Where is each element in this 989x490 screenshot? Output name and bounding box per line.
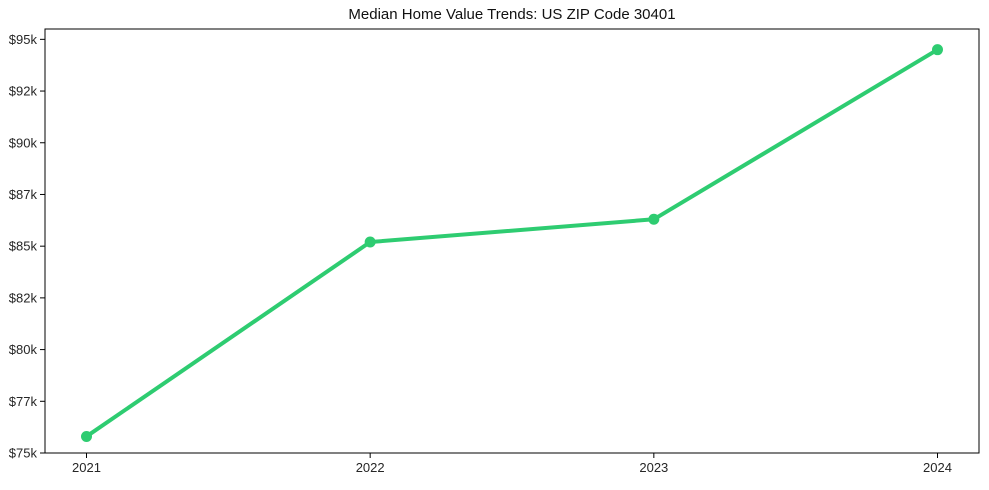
data-point-2023: [648, 213, 660, 225]
x-tick-label: 2024: [923, 460, 952, 475]
x-tick-label: 2022: [356, 460, 385, 475]
y-tick-label: $92k: [9, 84, 38, 99]
y-tick-label: $95k: [9, 32, 38, 47]
series-line: [84, 47, 940, 439]
y-tick-label: $77k: [9, 394, 38, 409]
x-tick-label: 2021: [72, 460, 101, 475]
y-tick-label: $85k: [9, 239, 38, 254]
data-point-2021: [81, 430, 92, 442]
y-tick-label: $75k: [9, 446, 38, 461]
x-tick-label: 2023: [639, 460, 668, 475]
y-tick-label: $80k: [9, 342, 38, 357]
y-tick-label: $90k: [9, 135, 38, 150]
data-point-2022: [364, 236, 376, 248]
data-point-2024: [932, 44, 943, 56]
chart-title: Median Home Value Trends: US ZIP Code 30…: [348, 6, 676, 23]
y-tick-label: $87k: [9, 187, 38, 202]
y-tick-label: $82k: [9, 290, 38, 305]
axes-box: [44, 28, 980, 454]
